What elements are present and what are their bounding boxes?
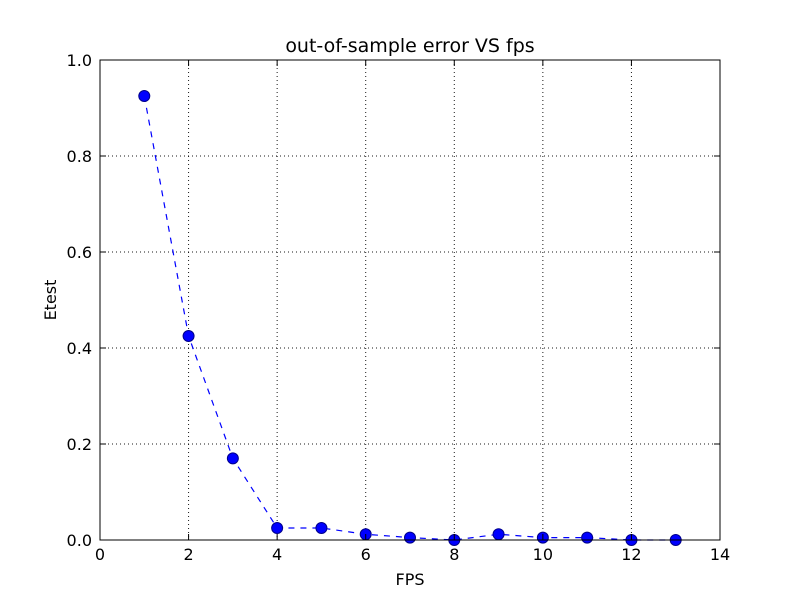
x-tick-label: 4	[272, 545, 282, 564]
data-point	[581, 531, 594, 544]
plot-frame	[99, 59, 721, 541]
x-tick-label: 8	[449, 545, 459, 564]
y-tick-label: 0.0	[67, 531, 92, 550]
x-tick-label: 6	[361, 545, 371, 564]
data-point	[315, 522, 328, 534]
y-tick-label: 0.6	[67, 243, 92, 262]
x-axis-label: FPS	[395, 570, 424, 589]
data-point	[404, 531, 416, 544]
x-tick-label: 2	[183, 545, 193, 564]
data-point	[492, 528, 505, 541]
data-point	[182, 330, 195, 342]
chart-title: out-of-sample error VS fps	[285, 35, 534, 57]
x-tick-label: 14	[710, 545, 730, 564]
y-tick-label: 0.4	[67, 339, 92, 358]
data-point	[226, 452, 239, 465]
axes: 0 2 4 6 8 10 12 14 0.0 0.2 0.4 0.6 0.8 1.0	[67, 51, 731, 564]
x-tick-label: 10	[533, 545, 553, 564]
series-layer	[138, 90, 682, 546]
y-tick-label: 0.8	[67, 147, 92, 166]
data-point	[138, 90, 151, 102]
x-tick-label: 0	[95, 545, 105, 564]
y-tick-label: 1.0	[67, 51, 92, 70]
y-axis-label: Etest	[41, 280, 60, 321]
series-line	[143, 95, 676, 541]
x-tick-label: 12	[621, 545, 641, 564]
data-point	[271, 522, 284, 534]
grid	[100, 60, 720, 540]
y-tick-label: 0.2	[67, 435, 92, 454]
